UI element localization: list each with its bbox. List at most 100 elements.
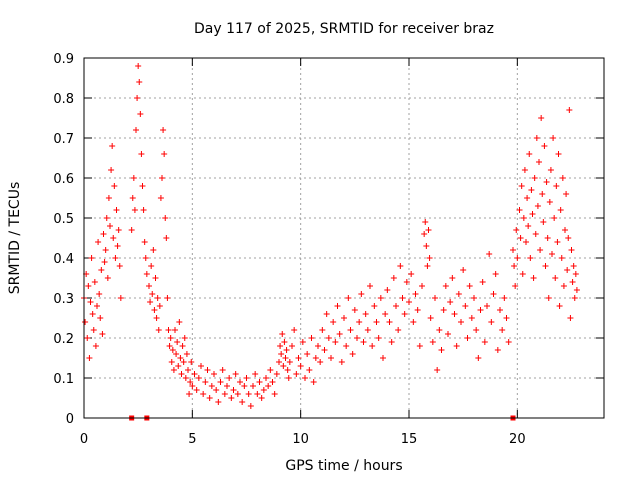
data-point [232, 371, 239, 377]
y-tick-label: 0.1 [53, 372, 74, 387]
data-point [393, 303, 399, 309]
data-point [146, 283, 152, 289]
data-point [497, 307, 503, 313]
data-point [161, 151, 168, 157]
data-point [556, 303, 563, 309]
data-point [464, 335, 471, 341]
data-point [447, 299, 454, 305]
data-point [492, 271, 499, 277]
data-point [211, 371, 217, 377]
x-tick-label: 10 [292, 432, 309, 447]
data-point [299, 339, 306, 345]
data-point [542, 263, 549, 269]
data-point [553, 183, 560, 189]
data-point [563, 191, 570, 197]
data-point [384, 287, 391, 293]
data-point [503, 315, 510, 321]
grid [84, 58, 604, 418]
data-point [358, 291, 365, 297]
data-point [572, 271, 579, 277]
data-point [84, 335, 91, 341]
data-point [155, 327, 162, 333]
data-point [424, 263, 431, 269]
data-point [347, 327, 354, 333]
data-point [256, 379, 263, 385]
data-point [96, 291, 103, 297]
data-point [564, 267, 571, 273]
data-point [540, 219, 547, 225]
data-point [552, 275, 559, 281]
data-point [224, 383, 230, 389]
data-point [152, 275, 159, 281]
data-point [336, 331, 343, 337]
data-point [115, 227, 122, 233]
data-point [436, 327, 443, 333]
data-point [297, 363, 304, 369]
data-point [168, 359, 175, 365]
data-point [206, 395, 213, 401]
data-point [513, 227, 520, 233]
data-point [91, 279, 98, 285]
data-point [88, 255, 95, 261]
data-point [304, 351, 311, 357]
data-point [113, 207, 120, 213]
data-point [245, 391, 252, 397]
data-point [111, 183, 118, 189]
data-point [351, 307, 358, 313]
data-point [103, 215, 110, 221]
axis-ticks: 0 0.1 0.2 0.3 0.4 0.5 0.6 0.7 0.8 0.9 0 5 10 15 20 [53, 52, 604, 447]
data-point [265, 383, 272, 389]
data-point [451, 311, 458, 317]
data-point [425, 227, 432, 233]
data-point [176, 319, 183, 325]
plot-frame [83, 57, 605, 419]
data-point [440, 307, 447, 313]
data-point [468, 315, 475, 321]
data-point [148, 263, 155, 269]
data-point [531, 175, 538, 181]
data-point [293, 371, 300, 377]
data-point [181, 335, 188, 341]
data-point [399, 295, 406, 301]
data-point [151, 307, 158, 313]
data-point [549, 251, 555, 257]
data-point [453, 343, 460, 349]
data-point [471, 295, 477, 301]
data-point [412, 291, 419, 297]
data-point [179, 343, 186, 349]
data-point [570, 263, 577, 269]
data-point [505, 339, 512, 345]
y-tick-label: 0.7 [53, 132, 74, 147]
data-point [164, 295, 171, 301]
data-point [317, 359, 324, 365]
data-point [142, 255, 149, 261]
data-point [528, 187, 535, 193]
data-point [511, 263, 518, 269]
data-point [308, 335, 315, 341]
data-point [281, 339, 288, 345]
data-point [530, 275, 537, 281]
data-point [395, 327, 402, 333]
data-point [423, 243, 430, 249]
data-point [460, 267, 467, 273]
data-point [427, 315, 434, 321]
data-point [438, 347, 445, 353]
data-point [334, 303, 341, 309]
data-point [109, 143, 116, 149]
data-point [519, 271, 526, 277]
data-point [354, 335, 360, 341]
data-point [153, 315, 160, 321]
data-point [117, 295, 124, 301]
data-point [273, 371, 280, 377]
data-point [569, 279, 576, 285]
data-point [269, 379, 276, 385]
data-point [221, 391, 228, 397]
data-point [191, 371, 198, 377]
data-point [538, 115, 545, 121]
data-point [260, 387, 267, 393]
x-tick-label: 0 [80, 432, 88, 447]
data-point [143, 271, 150, 277]
data-point [100, 231, 107, 237]
data-point [159, 175, 165, 181]
chart-title: Day 117 of 2025, SRMTID for receiver bra… [194, 21, 494, 37]
